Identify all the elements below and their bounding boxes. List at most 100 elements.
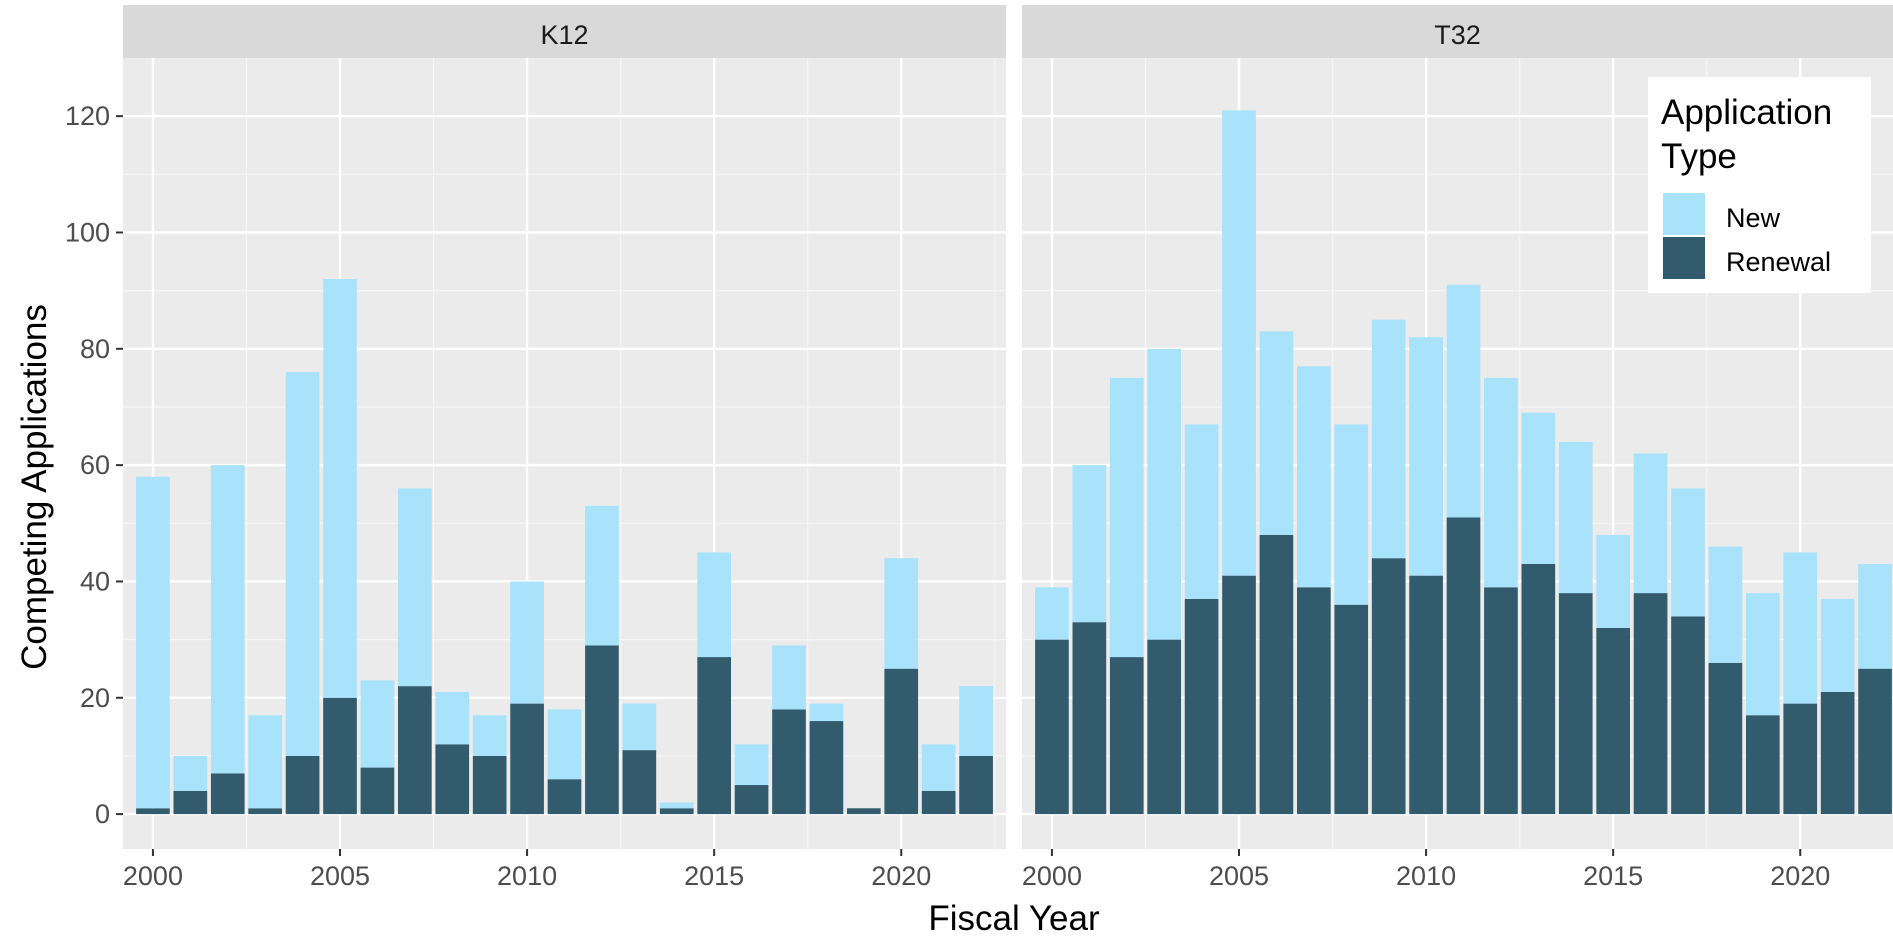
bar-renewal-2002 <box>210 773 245 815</box>
grid-minor-k12 <box>123 58 1006 849</box>
x-tick-label: 2010 <box>1396 861 1456 891</box>
x-axis-k12: 2000 2005 2010 2015 2020 <box>123 849 931 891</box>
bar-new-2012 <box>1484 377 1518 588</box>
x-tick-label: 2010 <box>497 861 557 891</box>
panel-k12: K12 <box>123 5 1006 849</box>
panel-t32: T32 <box>1022 5 1893 849</box>
bar-new-2002 <box>210 465 245 774</box>
bar-renewal-2018 <box>1708 662 1743 815</box>
legend-title-line-1: Application <box>1661 93 1832 132</box>
bar-new-2017 <box>1671 488 1705 617</box>
y-tick-label: 0 <box>95 799 110 829</box>
strip-label-t32: T32 <box>1434 20 1481 50</box>
legend-key-renewal <box>1663 237 1705 279</box>
bar-renewal-2013 <box>622 750 657 815</box>
x-axis-title: Fiscal Year <box>928 899 1100 937</box>
bar-new-2011 <box>1446 284 1481 518</box>
bar-new-2006 <box>360 680 395 768</box>
y-axis: 0 20 40 60 80 100 120 <box>65 101 123 829</box>
bar-new-2003 <box>1147 348 1182 640</box>
legend-key-new <box>1663 193 1705 235</box>
strip-label-k12: K12 <box>540 20 588 50</box>
bar-new-2004 <box>1184 424 1219 599</box>
x-tick-label: 2000 <box>1022 861 1082 891</box>
bar-renewal-2012 <box>1484 587 1518 815</box>
bar-renewal-2019 <box>1745 715 1780 815</box>
bar-renewal-2014 <box>1558 593 1593 815</box>
bar-new-2001 <box>1072 465 1107 623</box>
bar-renewal-2021 <box>921 790 956 815</box>
bar-renewal-2022 <box>1858 668 1892 815</box>
bar-renewal-2013 <box>1521 564 1556 815</box>
bar-new-2000 <box>1035 587 1069 640</box>
bar-renewal-2003 <box>248 808 283 815</box>
bar-new-2010 <box>510 581 544 704</box>
bar-renewal-2011 <box>1446 517 1481 815</box>
y-tick-label: 80 <box>80 334 110 364</box>
bar-renewal-2017 <box>772 709 806 815</box>
bar-new-2018 <box>1708 546 1743 663</box>
bar-new-2021 <box>921 744 956 791</box>
bar-new-2007 <box>398 488 432 687</box>
bar-renewal-2012 <box>585 645 619 815</box>
bar-new-2008 <box>1334 424 1369 605</box>
bar-new-2018 <box>809 703 844 722</box>
bar-new-2001 <box>173 755 208 791</box>
legend-label-renewal: Renewal <box>1726 247 1831 277</box>
bar-renewal-2015 <box>697 657 731 815</box>
bar-renewal-2003 <box>1147 639 1182 815</box>
bar-renewal-2001 <box>173 790 208 815</box>
bar-new-2021 <box>1820 598 1855 692</box>
bar-renewal-2007 <box>398 686 432 815</box>
bar-new-2015 <box>1596 534 1630 628</box>
bars-k12 <box>136 279 993 815</box>
bar-renewal-2018 <box>809 721 844 815</box>
bar-new-2022 <box>959 686 993 756</box>
bar-new-2011 <box>547 709 582 780</box>
y-tick-label: 120 <box>65 101 110 131</box>
bar-new-2020 <box>884 558 919 669</box>
bar-renewal-2009 <box>472 755 507 815</box>
bar-renewal-2005 <box>1222 575 1256 815</box>
bar-renewal-2020 <box>1783 703 1818 815</box>
bar-new-2004 <box>285 372 320 756</box>
bar-new-2005 <box>323 279 357 698</box>
legend-label-new: New <box>1726 203 1781 233</box>
bar-new-2003 <box>248 715 283 809</box>
bar-new-2010 <box>1409 337 1443 576</box>
bar-renewal-2005 <box>323 697 357 815</box>
bar-new-2017 <box>772 645 806 710</box>
x-tick-label: 2005 <box>1209 861 1269 891</box>
x-tick-label: 2005 <box>310 861 370 891</box>
bar-renewal-2010 <box>510 703 544 815</box>
x-tick-label: 2000 <box>123 861 183 891</box>
bar-renewal-2004 <box>1184 598 1219 815</box>
bar-new-2009 <box>472 715 507 756</box>
bar-new-2019 <box>1745 593 1780 716</box>
bar-renewal-2007 <box>1297 587 1331 815</box>
bar-new-2022 <box>1858 564 1892 669</box>
bar-new-2015 <box>697 552 731 658</box>
bar-new-2007 <box>1297 366 1331 588</box>
bar-new-2006 <box>1259 331 1294 535</box>
x-tick-label: 2015 <box>684 861 744 891</box>
y-tick-label: 40 <box>80 566 110 596</box>
bar-new-2013 <box>622 703 657 751</box>
legend: Application Type New Renewal <box>1648 77 1871 293</box>
bar-new-2009 <box>1371 319 1406 559</box>
x-axis-t32: 2000 2005 2010 2015 2020 <box>1022 849 1830 891</box>
x-tick-label: 2020 <box>1770 861 1830 891</box>
bar-renewal-2010 <box>1409 575 1443 815</box>
y-tick-label: 60 <box>80 450 110 480</box>
bar-renewal-2016 <box>734 785 769 815</box>
y-axis-title: Competing Applications <box>15 304 54 670</box>
bar-renewal-2014 <box>659 808 694 815</box>
bar-renewal-2022 <box>959 755 993 815</box>
bar-new-2002 <box>1109 377 1144 658</box>
bar-new-2013 <box>1521 412 1556 565</box>
bar-renewal-2006 <box>1259 534 1294 815</box>
bar-renewal-2016 <box>1633 593 1668 815</box>
x-tick-label: 2020 <box>871 861 931 891</box>
bar-new-2014 <box>659 802 694 809</box>
